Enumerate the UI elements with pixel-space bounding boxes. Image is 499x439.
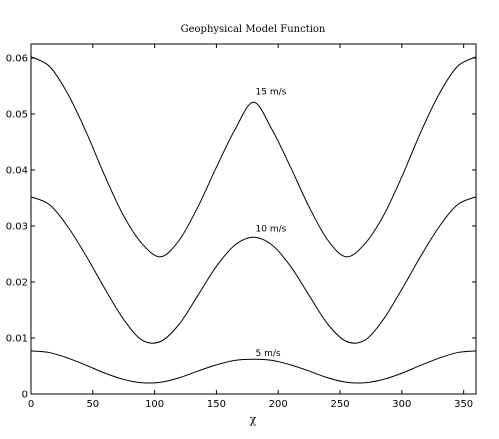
x-tick-label: 100 (145, 399, 164, 410)
x-tick-label: 50 (86, 399, 99, 410)
x-tick-label: 350 (454, 399, 473, 410)
series-annotation: 5 m/s (256, 349, 281, 359)
x-axis: 0 50 100 150 200 250 300 350 (28, 44, 473, 410)
y-tick-label: 0.06 (6, 54, 28, 65)
y-axis: 0 0.01 0.02 0.03 0.04 0.05 0.06 (6, 54, 476, 401)
x-tick-label: 200 (269, 399, 288, 410)
series-line (30, 196, 477, 344)
plot-frame (30, 43, 477, 395)
y-tick-label: 0 (22, 390, 28, 401)
y-tick-label: 0.02 (6, 278, 28, 289)
y-tick-label: 0.03 (6, 222, 28, 233)
series-line (30, 56, 477, 258)
y-tick-label: 0.04 (6, 166, 28, 177)
series-group (30, 56, 477, 384)
series-annotation: 10 m/s (256, 225, 287, 235)
chart-title: Geophysical Model Function (181, 24, 326, 35)
x-tick-label: 150 (207, 399, 226, 410)
x-tick-label: 250 (330, 399, 349, 410)
x-tick-label: 0 (28, 399, 34, 410)
series-annotation: 15 m/s (256, 87, 287, 97)
x-axis-label: χ (250, 413, 257, 426)
annotation-group: 15 m/s 10 m/s 5 m/s (256, 87, 287, 359)
x-tick-label: 300 (392, 399, 411, 410)
series-line (30, 350, 477, 384)
y-tick-label: 0.05 (6, 110, 28, 121)
y-tick-label: 0.01 (6, 334, 28, 345)
